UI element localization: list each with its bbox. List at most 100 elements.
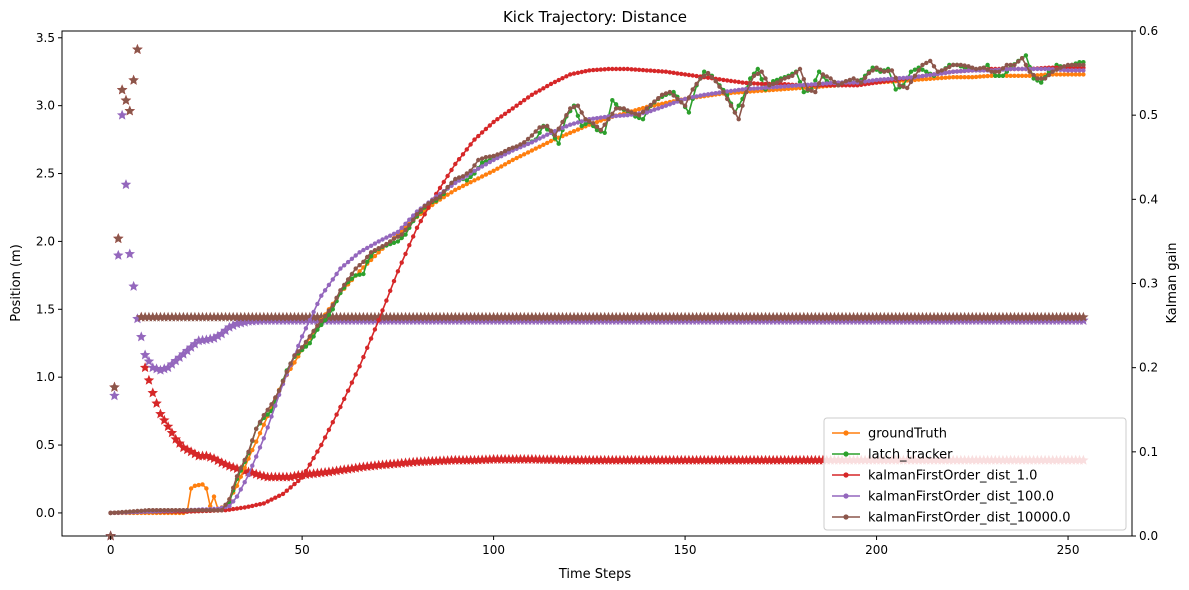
series-point	[361, 271, 366, 277]
series-point	[755, 81, 760, 86]
series-point	[1039, 76, 1044, 81]
series-point	[816, 69, 822, 74]
gain-point	[155, 408, 166, 419]
series-point	[288, 485, 293, 490]
series-point	[935, 76, 940, 81]
series-point	[361, 354, 366, 360]
series-point	[502, 148, 508, 154]
series-point	[1019, 56, 1025, 61]
series-point	[422, 203, 427, 209]
series-point	[185, 508, 190, 513]
series-point	[973, 74, 979, 80]
series-point	[411, 234, 416, 239]
series-point	[437, 194, 443, 199]
series-point	[368, 336, 374, 341]
series-point	[234, 494, 240, 499]
series-point	[529, 92, 535, 98]
series-point	[671, 100, 676, 106]
series-point	[813, 89, 818, 95]
gain-point	[139, 362, 151, 373]
series-point	[931, 64, 937, 69]
series-point	[188, 508, 194, 513]
series-point	[790, 83, 795, 89]
series-point	[717, 77, 722, 82]
series-point	[131, 509, 136, 514]
series-point	[1039, 66, 1044, 72]
series-point	[636, 67, 642, 73]
series-point	[882, 77, 887, 82]
legend-label: kalmanFirstOrder_dist_1.0	[868, 469, 1037, 484]
gain-point	[293, 469, 304, 480]
series-point	[920, 67, 925, 72]
series-point	[284, 488, 289, 493]
gain-point	[109, 381, 120, 392]
series-point	[771, 81, 776, 87]
series-point	[732, 79, 738, 84]
series-point	[537, 130, 542, 135]
series-point	[640, 117, 646, 122]
series-point	[767, 83, 772, 88]
series-point	[644, 68, 649, 73]
series-point	[322, 313, 328, 319]
series-point	[816, 81, 822, 86]
series-point	[342, 263, 347, 268]
gain-point	[136, 331, 147, 342]
series-point	[257, 445, 263, 450]
series-point	[893, 75, 898, 81]
series-point	[231, 499, 236, 504]
y-tick-label: 2.5	[36, 167, 55, 181]
series-point	[591, 116, 596, 121]
series-point	[1058, 72, 1063, 77]
series-point	[728, 88, 734, 94]
series-point	[698, 93, 703, 98]
series-point	[610, 66, 615, 72]
series-point	[958, 62, 963, 68]
series-point	[828, 76, 833, 81]
series-point	[399, 260, 404, 265]
series-point	[1054, 67, 1059, 72]
series-point	[870, 78, 875, 83]
series-point	[1023, 62, 1029, 68]
series-point	[989, 73, 994, 79]
series-point	[556, 141, 561, 146]
series-point	[954, 69, 960, 74]
series-point	[261, 413, 266, 418]
legend-item-kalmanfirstorder-dist-100-0: kalmanFirstOrder_dist_100.0	[832, 490, 1054, 505]
series-point	[257, 502, 263, 507]
gain-point	[105, 530, 116, 541]
series-point	[1016, 66, 1021, 72]
series-point	[889, 68, 895, 73]
series-point	[388, 239, 393, 244]
series-point	[261, 501, 266, 506]
series-point	[254, 454, 259, 459]
series-point	[242, 465, 247, 470]
series-point	[713, 91, 718, 96]
series-point	[751, 81, 757, 86]
series-point	[575, 127, 581, 132]
legend-swatch-marker	[843, 493, 849, 499]
series-point	[357, 364, 362, 369]
series-point	[847, 77, 852, 83]
series-point	[671, 93, 676, 98]
series-point	[606, 66, 611, 72]
series-point	[365, 245, 370, 251]
series-point	[407, 243, 412, 248]
series-point	[548, 81, 554, 87]
series-point	[759, 69, 764, 74]
series-point	[575, 120, 581, 125]
x-tick-label: 100	[482, 543, 505, 557]
series-point	[636, 107, 642, 112]
series-point	[908, 69, 914, 74]
series-point	[951, 62, 956, 68]
series-point	[594, 67, 600, 73]
series-point	[506, 108, 512, 114]
series-point	[613, 106, 619, 111]
series-point	[755, 71, 760, 77]
y-axis-ticks: 0.0 0.5 1.0 1.5 2.0 2.5 3.0 3.5	[36, 31, 62, 520]
series-point	[227, 497, 232, 502]
series-point	[583, 117, 588, 122]
series-point	[713, 79, 718, 84]
series-point	[196, 508, 201, 513]
series-point	[411, 217, 416, 222]
series-point	[1065, 62, 1071, 68]
